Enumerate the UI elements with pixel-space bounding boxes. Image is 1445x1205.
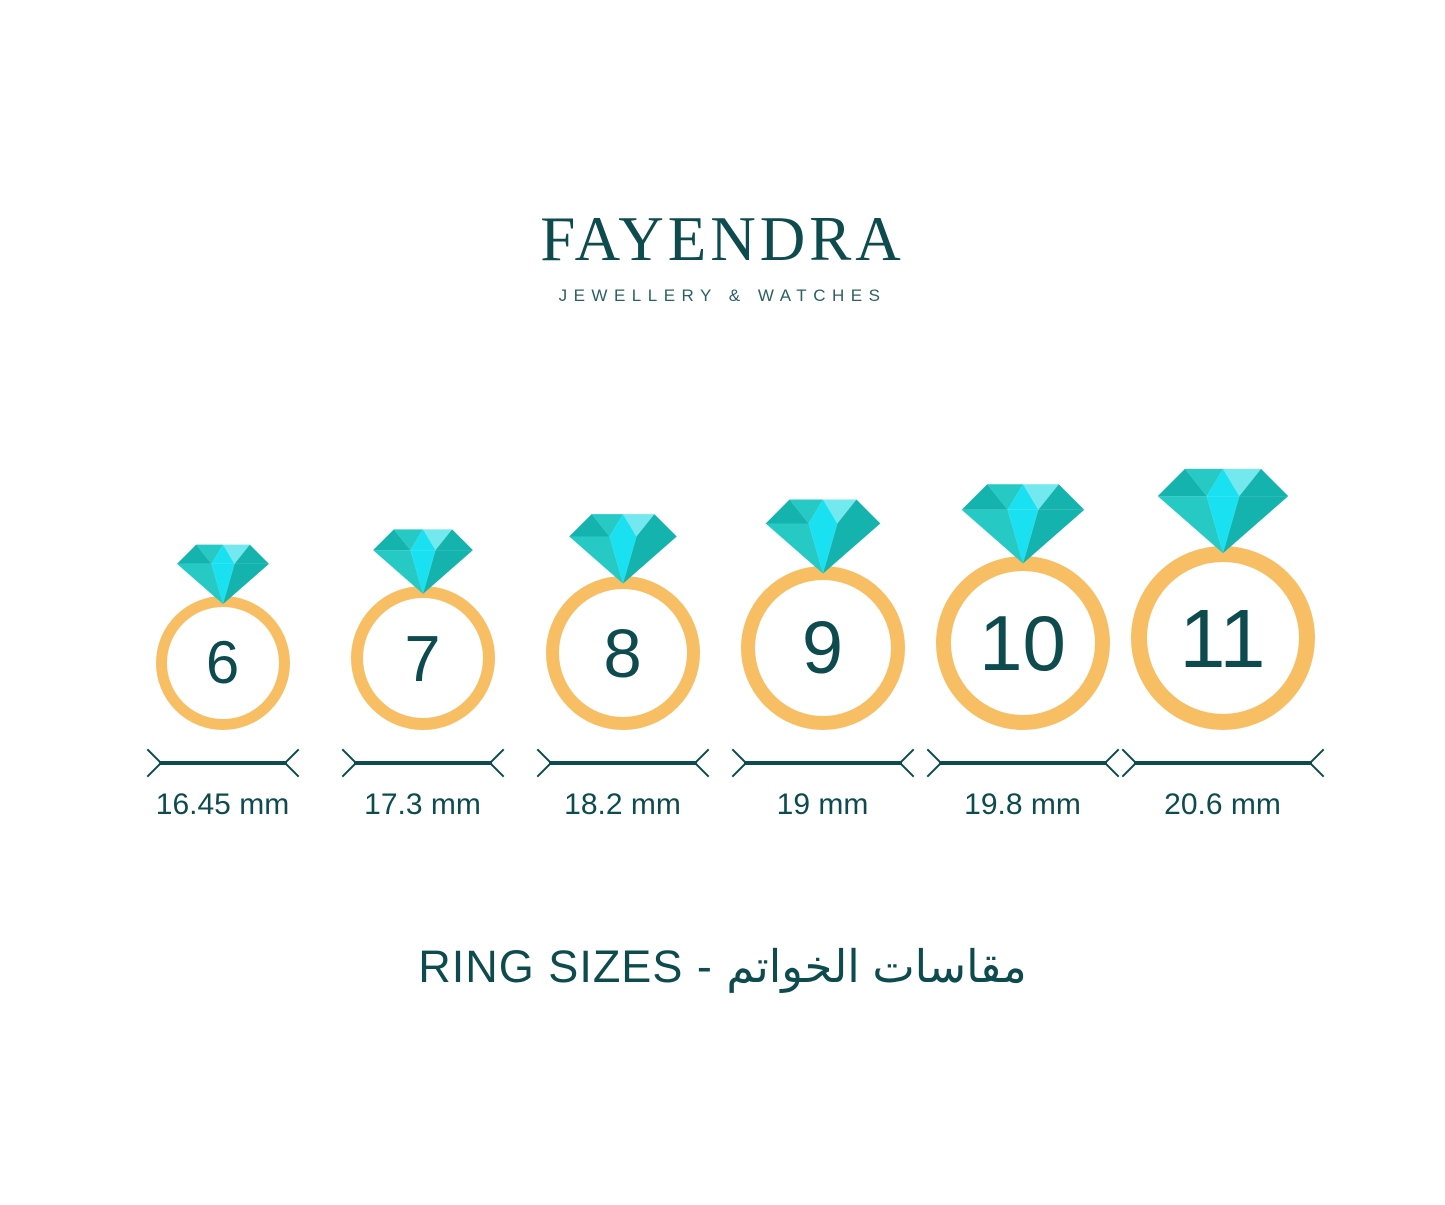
ring-diameter-label: 20.6 mm [1164,788,1281,821]
ring-size-item: 6 16.45 mm [123,440,323,820]
ring-size-number: 9 [801,606,844,689]
dimension-arrow-icon [341,748,504,778]
dimension-arrow-icon [146,748,299,778]
ring-size-number: 7 [404,621,441,695]
diamond-icon [372,529,473,594]
ring-size-item: 7 17.3 mm [323,440,523,820]
diamond-icon [568,514,677,584]
ring-band: 11 [1130,546,1315,730]
ring-size-number: 6 [205,629,240,696]
ring-size-number: 8 [603,614,642,692]
dimension-arrow-icon [536,748,709,778]
ring-illustration: 9 [740,490,905,730]
ring-diameter-label: 16.45 mm [155,788,290,821]
ring-band: 10 [935,556,1110,730]
ring-band: 7 [350,586,495,730]
chart-caption: RING SIZES - مقاسات الخواتم [418,941,1027,992]
ring-band: 8 [545,576,700,730]
ring-size-number: 10 [979,599,1066,687]
ring-diameter-label: 19.8 mm [964,788,1081,821]
ring-illustration: 7 [350,521,495,730]
ring-illustration: 11 [1130,458,1315,730]
ring-size-item: 11 20.6 mm [1121,440,1324,821]
ring-size-item: 8 18.2 mm [523,440,723,820]
ring-illustration: 10 [935,474,1110,730]
ring-band: 9 [740,566,905,730]
ring-band: 6 [155,596,290,730]
ring-size-row: 6 16.45 mm 7 17.3 mm 8 18.2 mm 9 19 mm 10 19.8 mm… [0,440,1445,820]
ring-diameter-label: 17.3 mm [364,788,481,821]
brand-header: FAYENDRA JEWELLERY & WATCHES [0,204,1445,305]
dimension-arrow-icon [926,748,1119,778]
brand-tagline: JEWELLERY & WATCHES [558,286,887,305]
diamond-icon [1157,468,1288,554]
dimension-arrow-icon [1121,748,1324,778]
diamond-icon [176,544,269,605]
ring-illustration: 8 [545,505,700,730]
ring-size-number: 11 [1179,591,1266,685]
ring-size-item: 9 19 mm [723,440,923,820]
ring-illustration: 6 [155,537,290,730]
dimension-arrow-icon [731,748,914,778]
diamond-icon [765,499,880,574]
brand-name: FAYENDRA [540,204,905,274]
ring-diameter-label: 19 mm [776,788,869,821]
ring-diameter-label: 18.2 mm [564,788,681,821]
diamond-icon [961,484,1084,564]
ring-size-item: 10 19.8 mm [923,440,1123,820]
